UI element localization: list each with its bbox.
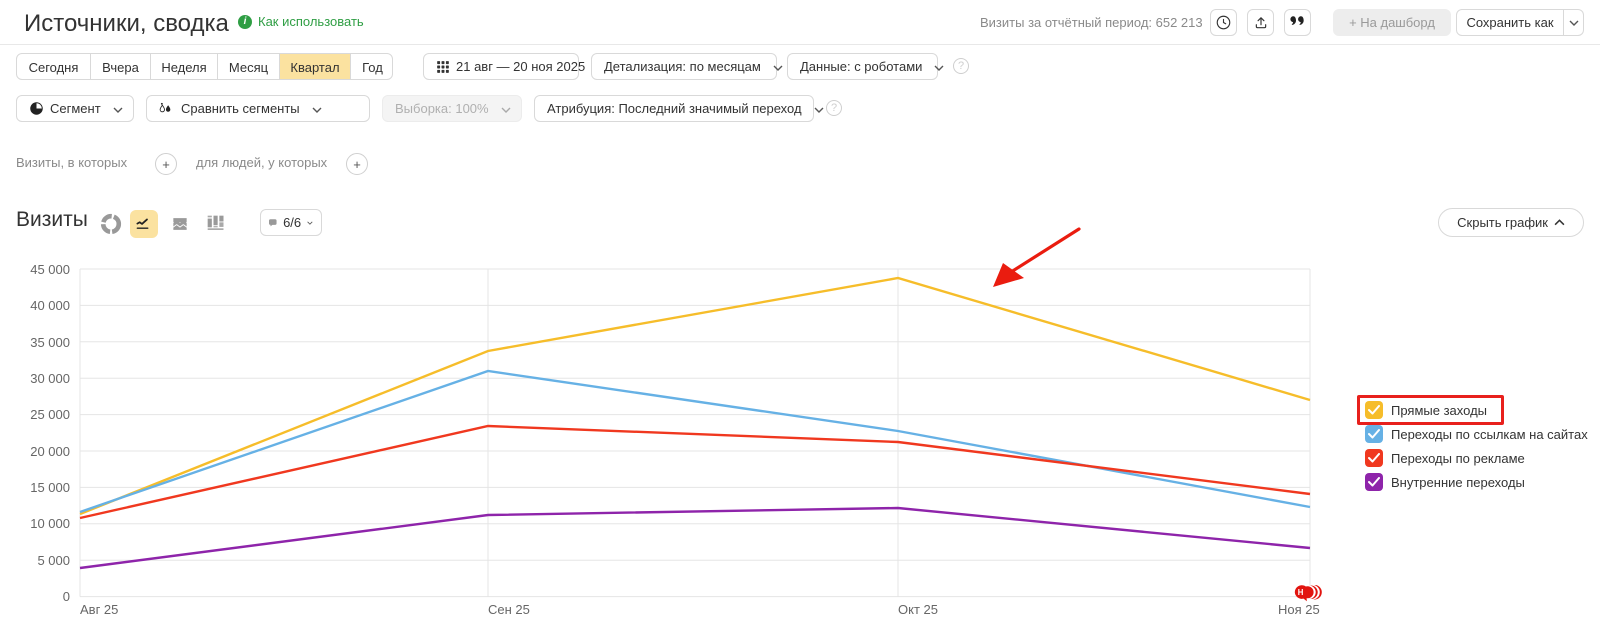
svg-text:H: H (1298, 588, 1304, 597)
